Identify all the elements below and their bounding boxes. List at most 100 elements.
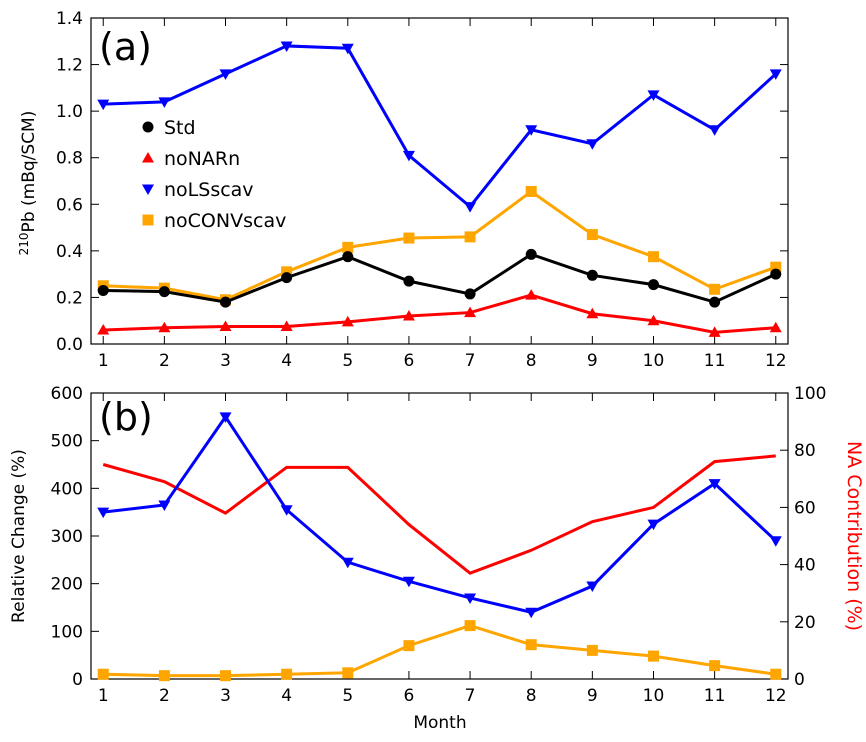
- y-tick-label: 0.4: [56, 242, 83, 262]
- x-axis-label: Month: [413, 713, 466, 733]
- data-point-noCONVscav: [709, 283, 721, 295]
- data-point-relative-change-noCONVscav: [586, 644, 598, 656]
- x-tick-label: 1: [98, 351, 109, 371]
- y-tick-label: 0.8: [56, 149, 83, 169]
- data-point-noLSscav: [97, 99, 110, 111]
- data-point-noNARn: [769, 321, 782, 333]
- series-line-relative-change-noCONVscav: [103, 624, 776, 678]
- y-left-tick-label: 400: [51, 479, 83, 499]
- x-tick-label: 9: [587, 351, 598, 371]
- data-point-Std: [403, 275, 415, 287]
- series-line-relative-change-noLSscav: [103, 414, 777, 614]
- y-tick-label: 0.2: [56, 288, 83, 308]
- y-axis-label-main: Pb (mBq/SCM): [19, 111, 39, 233]
- legend-marker-Std: [142, 121, 154, 133]
- data-point-relative-change-noLSscav: [586, 581, 599, 593]
- data-point-relative-change-noCONVscav: [158, 670, 170, 682]
- data-point-Std: [709, 296, 721, 308]
- data-point-relative-change-noLSscav: [341, 557, 354, 569]
- data-point-noNARn: [464, 306, 477, 318]
- panel-label-b: (b): [99, 395, 153, 439]
- panel-a: 0.00.20.40.60.81.01.21.41 2 3 4 5 6 7 8 9 10 11 122…: [17, 9, 789, 371]
- data-point-relative-change-noCONVscav: [220, 670, 232, 682]
- series-line-na-contribution: [102, 454, 776, 575]
- x-tick-label: 3: [220, 686, 231, 706]
- y-left-tick-label: 0: [72, 670, 83, 690]
- data-point-noCONVscav: [464, 231, 476, 243]
- data-point-noNARn: [586, 307, 599, 319]
- x-tick-label: 5: [342, 351, 353, 371]
- legend-marker-noLSscav: [142, 184, 154, 195]
- data-point-relative-change-noLSscav: [647, 519, 660, 531]
- y-left-tick-label: 600: [51, 384, 83, 404]
- y-left-tick-label: 100: [51, 622, 83, 642]
- data-point-Std: [97, 284, 109, 296]
- data-point-relative-change-noLSscav: [769, 536, 782, 547]
- data-point-noLSscav: [769, 69, 782, 80]
- series-line-noNARn: [103, 293, 776, 334]
- x-tick-label: 10: [643, 351, 665, 371]
- legend-label-noNARn: noNARn: [164, 148, 240, 170]
- data-point-noNARn: [647, 314, 660, 326]
- y-tick-label: 1.4: [56, 9, 83, 29]
- y-tick-label: 0.6: [56, 195, 83, 215]
- data-point-relative-change-noLSscav: [464, 593, 477, 604]
- data-point-Std: [464, 288, 476, 300]
- data-point-Std: [647, 279, 659, 291]
- data-point-relative-change-noCONVscav: [281, 668, 293, 680]
- data-point-noLSscav: [158, 97, 171, 108]
- y-right-tick-label: 20: [794, 613, 816, 633]
- data-point-noCONVscav: [770, 261, 782, 273]
- data-point-noCONVscav: [525, 185, 537, 197]
- series-line-Std: [103, 252, 777, 304]
- series-line-noCONVscav: [103, 189, 777, 302]
- data-point-noNARn: [341, 315, 354, 327]
- x-tick-label: 2: [159, 351, 170, 371]
- y-right-tick-label: 100: [794, 384, 826, 404]
- legend-label-noCONVscav: noCONVscav: [164, 210, 286, 232]
- data-point-noCONVscav: [342, 241, 354, 253]
- x-tick-label: 6: [404, 686, 415, 706]
- data-point-Std: [220, 296, 232, 308]
- y-right-tick-label: 60: [794, 498, 816, 518]
- x-tick-label: 8: [526, 351, 537, 371]
- data-point-relative-change-noLSscav: [708, 479, 721, 490]
- plot-frame-a: [90, 17, 789, 345]
- x-tick-label: 11: [704, 686, 726, 706]
- y-tick-label: 1.0: [56, 102, 83, 122]
- data-point-Std: [770, 268, 782, 280]
- data-point-relative-change-noLSscav: [97, 507, 110, 519]
- x-tick-label: 6: [404, 351, 415, 371]
- data-point-relative-change-noCONVscav: [342, 667, 354, 679]
- x-tick-label: 12: [765, 686, 787, 706]
- x-tick-label: 3: [220, 351, 231, 371]
- data-point-Std: [586, 269, 598, 281]
- x-tick-label: 4: [281, 351, 292, 371]
- data-point-noNARn: [525, 289, 538, 300]
- y-left-tick-label: 300: [51, 527, 83, 547]
- data-point-noLSscav: [219, 69, 232, 80]
- data-point-relative-change-noCONVscav: [709, 660, 721, 672]
- data-point-relative-change-noLSscav: [402, 576, 415, 588]
- data-point-noNARn: [280, 320, 293, 332]
- series-line-noLSscav: [103, 44, 777, 209]
- y-left-tick-label: 500: [51, 432, 83, 452]
- data-point-noLSscav: [708, 125, 721, 136]
- y-right-tick-label: 0: [794, 670, 805, 690]
- data-point-relative-change-noLSscav: [219, 412, 232, 423]
- legend-marker-noCONVscav: [142, 214, 154, 226]
- data-point-noNARn: [402, 310, 415, 321]
- y-left-tick-label: 200: [51, 575, 83, 595]
- x-tick-label: 9: [587, 686, 598, 706]
- legend-marker-noNARn: [142, 152, 154, 163]
- x-tick-label: 4: [281, 686, 292, 706]
- data-point-relative-change-noLSscav: [280, 505, 293, 516]
- data-point-noNARn: [97, 324, 110, 335]
- data-point-noCONVscav: [403, 232, 415, 244]
- y-tick-label: 1.2: [56, 56, 83, 76]
- data-point-noLSscav: [586, 139, 599, 150]
- data-point-Std: [281, 272, 293, 284]
- data-point-Std: [342, 251, 354, 263]
